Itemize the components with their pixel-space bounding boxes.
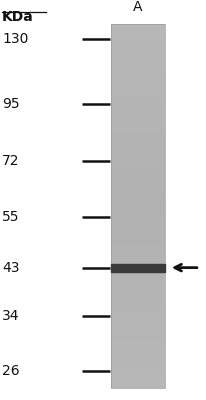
Text: 43: 43 — [2, 261, 20, 275]
Text: 72: 72 — [2, 154, 20, 168]
Text: 95: 95 — [2, 97, 20, 111]
Bar — [111, 24, 165, 388]
Text: A: A — [133, 0, 143, 14]
Text: KDa: KDa — [2, 10, 34, 24]
Text: 130: 130 — [2, 32, 28, 46]
Text: 26: 26 — [2, 364, 20, 378]
Text: 55: 55 — [2, 210, 20, 224]
Text: 34: 34 — [2, 309, 20, 323]
